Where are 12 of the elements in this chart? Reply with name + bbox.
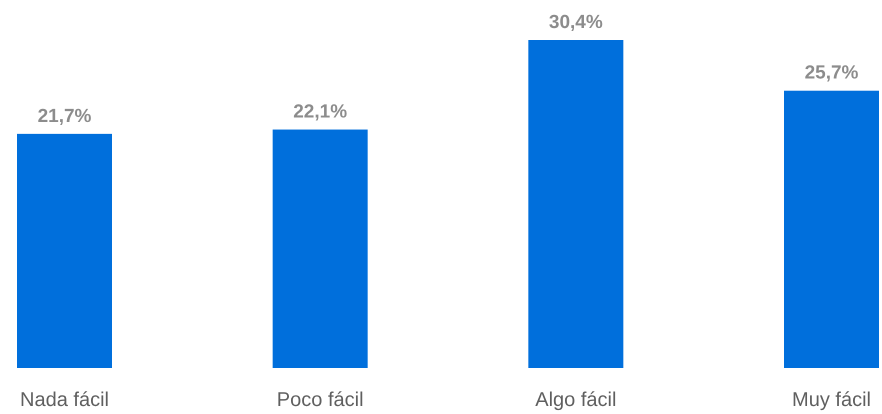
data-label: 30,4%: [548, 12, 603, 33]
x-tick-label: Algo fácil: [535, 389, 616, 411]
data-label: 22,1%: [293, 102, 348, 123]
data-label: 25,7%: [804, 62, 859, 84]
x-tick-label: Nada fácil: [20, 389, 109, 411]
data-label: 21,7%: [38, 106, 92, 127]
x-tick-label: Muy fácil: [792, 389, 871, 411]
bar: [272, 130, 368, 368]
bar: [784, 90, 879, 368]
bar: [528, 40, 624, 368]
bar: [17, 134, 112, 368]
x-tick-label: Poco fácil: [276, 389, 364, 411]
